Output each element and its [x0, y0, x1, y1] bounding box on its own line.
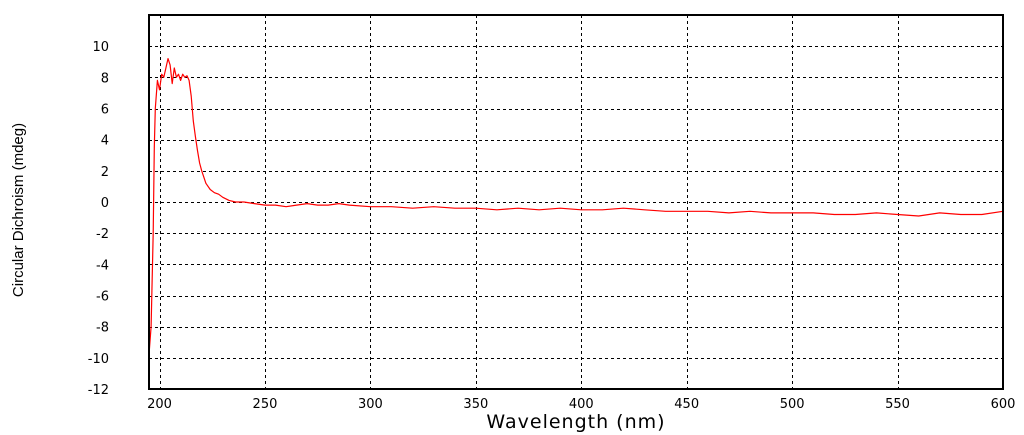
x-tick-label: 550: [885, 397, 910, 412]
x-tick-label: 350: [463, 397, 488, 412]
y-tick-label: -8: [96, 321, 109, 336]
plot-area: [148, 57, 1004, 355]
y-tick-label: 10: [92, 40, 109, 55]
cd-spectrum-line: [148, 57, 1004, 355]
y-tick-label: 6: [101, 103, 109, 118]
plot-frame: [148, 14, 1004, 390]
y-axis-ticks: -12 -10 -8 -6 -4 -2 0 2 4 6 8 10: [88, 40, 109, 398]
y-tick-label: 4: [101, 134, 109, 149]
x-tick-label: 400: [569, 397, 594, 412]
x-tick-label: 300: [358, 397, 383, 412]
x-tick-label: 500: [780, 397, 805, 412]
x-tick-label: 600: [991, 397, 1016, 412]
x-axis-ticks: 200 250 300 350 400 450 500 550 600: [147, 397, 1015, 412]
y-tick-label: 2: [101, 165, 109, 180]
y-tick-label: -12: [88, 383, 109, 398]
x-tick-label: 450: [674, 397, 699, 412]
y-tick-label: 8: [101, 71, 109, 86]
y-tick-label: -4: [96, 258, 109, 273]
y-tick-label: -2: [96, 227, 109, 242]
grid: [149, 15, 1003, 389]
x-axis-title: Wavelength (nm): [486, 411, 665, 433]
y-tick-label: -10: [88, 352, 109, 367]
y-axis-title: Circular Dichroism (mdeg): [10, 123, 27, 297]
x-tick-label: 200: [147, 397, 172, 412]
y-tick-label: -6: [96, 290, 109, 305]
x-tick-label: 250: [253, 397, 278, 412]
y-tick-label: 0: [101, 196, 109, 211]
